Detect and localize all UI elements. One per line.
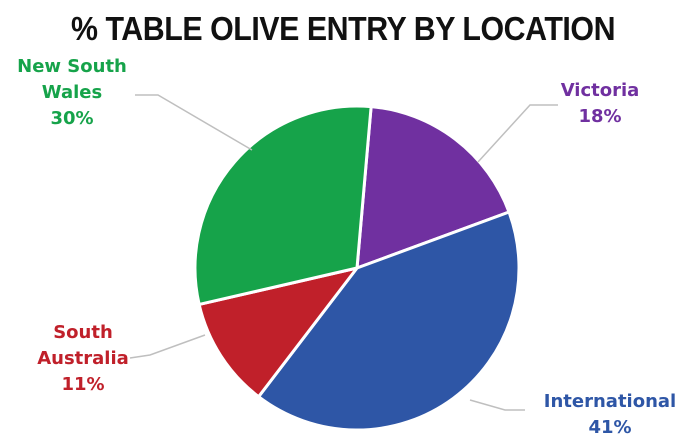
data-label-value: 30% [50, 108, 93, 129]
leader-line-new-south-wales [135, 94, 253, 151]
data-label-value: 11% [61, 374, 104, 395]
data-label-victoria: Victoria 18% [561, 80, 640, 127]
data-label-name: South [53, 322, 113, 343]
data-label-value: 18% [578, 106, 621, 127]
pie-slice-new-south-wales [193, 104, 373, 306]
data-label-name: New South [17, 56, 127, 77]
data-label-south-australia: South Australia 11% [37, 322, 129, 395]
pie-slice-international [257, 210, 521, 432]
pie-slice-south-australia [197, 266, 359, 399]
data-label-name: International [544, 391, 676, 412]
pie-slice-victoria [355, 105, 511, 270]
data-label-value: 41% [588, 417, 631, 438]
data-label-name: Wales [42, 82, 102, 103]
leader-line-victoria [477, 104, 558, 163]
data-label-new-south-wales: New South Wales 30% [17, 56, 127, 129]
leader-line-international [469, 399, 525, 411]
data-label-international: International 41% [544, 391, 676, 438]
data-label-name: Australia [37, 348, 129, 369]
data-label-name: Victoria [561, 80, 640, 101]
leader-line-south-australia [129, 334, 206, 359]
chart-title: % TABLE OLIVE ENTRY BY LOCATION [70, 10, 616, 47]
